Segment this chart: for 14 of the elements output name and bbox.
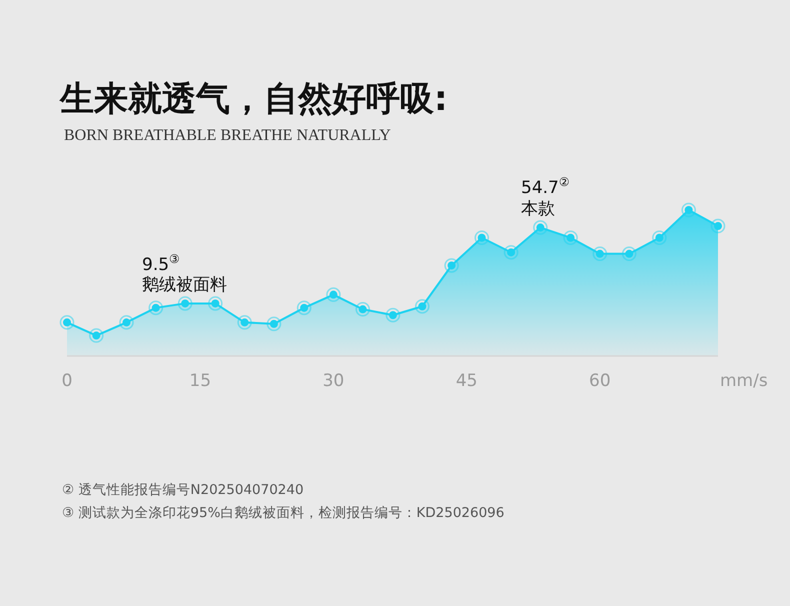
text: 54.7$^{②}$ bbox=[521, 175, 570, 198]
x-tick-label: 45 bbox=[456, 371, 478, 391]
text: ② 透气性能报告编号N202504070240 bbox=[62, 482, 304, 498]
annotation: 9.5$^{③}$ bbox=[142, 252, 180, 275]
annotation: 本款 bbox=[521, 199, 555, 219]
x-tick-label: 0 bbox=[62, 371, 72, 391]
x-tick-label: 30 bbox=[322, 371, 344, 391]
annotation: 鹅绒被面料 bbox=[142, 275, 227, 295]
chart-title: 生来就透气，自然好呼吸: bbox=[59, 79, 448, 119]
x-tick-label: 15 bbox=[189, 371, 212, 391]
chart-subtitle: BORN BREATHABLE BREATHE NATURALLY bbox=[64, 127, 392, 144]
x-axis-title: mm/s bbox=[720, 371, 768, 391]
text: ③ 测试款为全涤印花95%白鹅绒被面料，检测报告编号：KD25026096 bbox=[62, 505, 504, 521]
x-tick-label: 60 bbox=[589, 371, 611, 391]
